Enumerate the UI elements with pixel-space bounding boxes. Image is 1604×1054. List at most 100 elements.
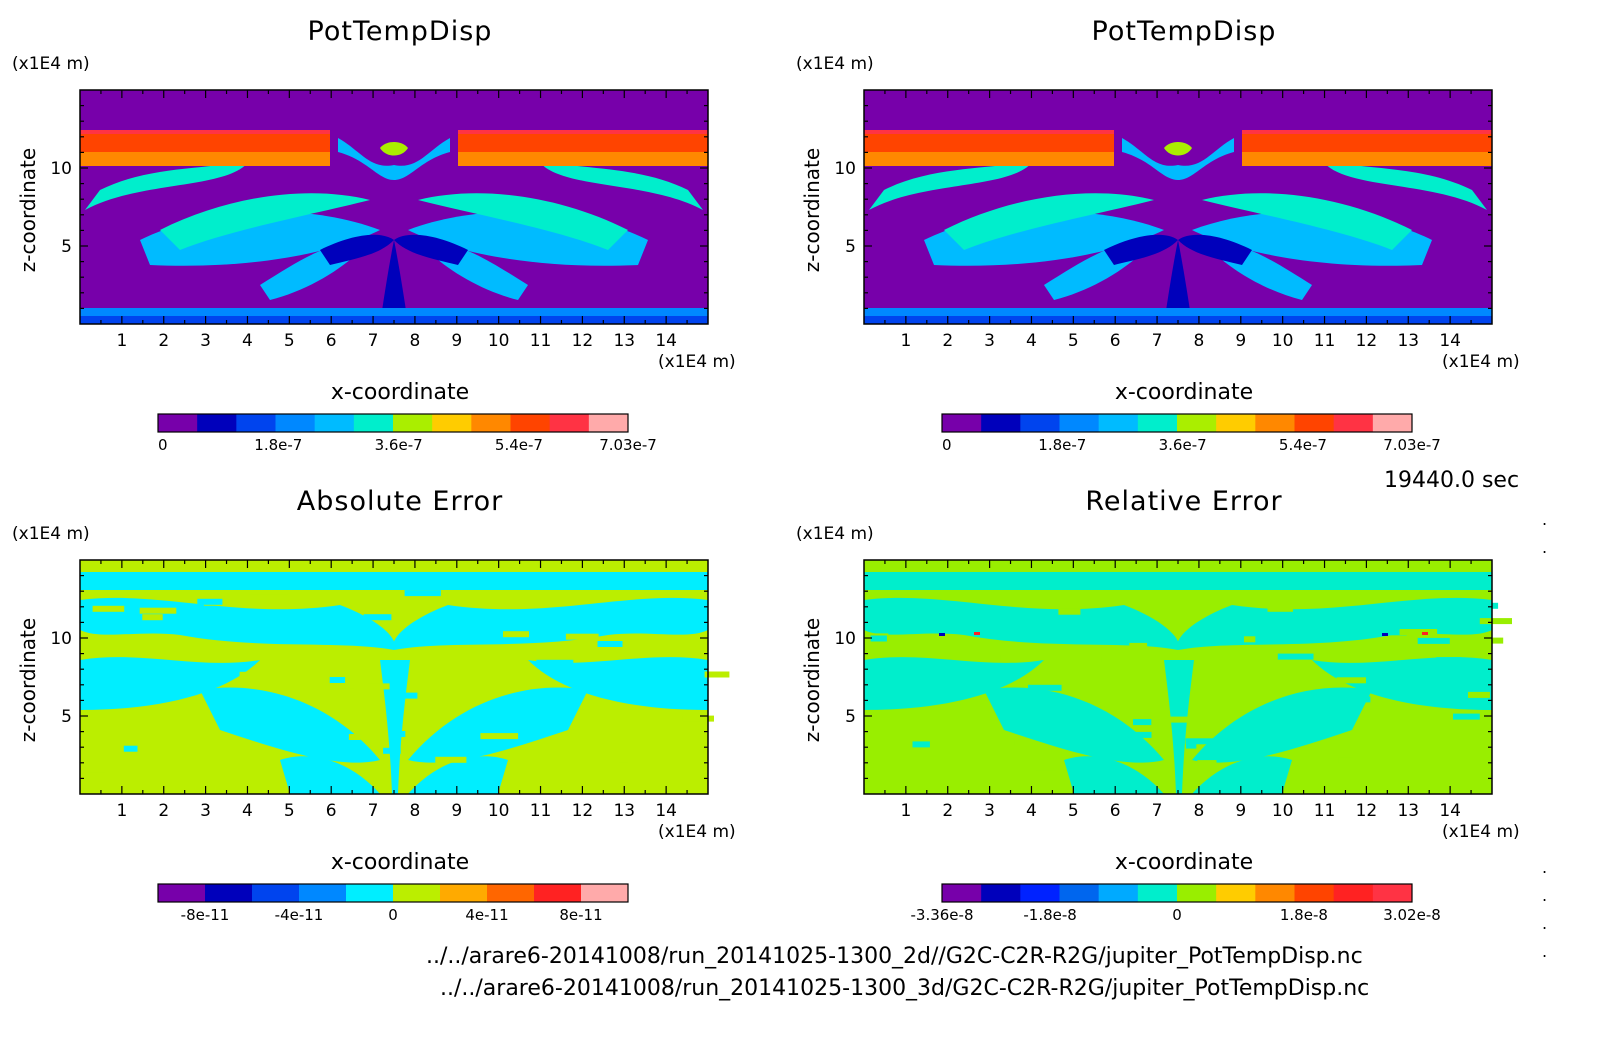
colorbar-tick-label: 3.6e-7 [375,436,423,454]
field-band [80,572,708,590]
field-speckle [336,682,355,689]
x-tick-label: 6 [326,331,337,351]
field-region [1322,160,1487,210]
field-speckle [123,745,138,752]
field-speckle [503,631,529,638]
y-tick-label: 10 [834,629,856,649]
x-tick-label: 11 [530,801,552,821]
field-speckle [877,607,904,614]
x-tick-label: 3 [984,331,995,351]
colorbar-segment [1098,884,1139,902]
field-speckle [124,617,159,624]
field-region [1192,687,1372,763]
x-tick-label: 5 [1068,801,1079,821]
field-region [80,657,260,710]
field-speckle [1470,602,1499,609]
field-region [528,657,708,710]
colorbar-segment [314,414,355,432]
x-tick-label: 1 [900,331,911,351]
x-unit-label: (x1E4 m) [658,822,736,842]
x-tick-label: 11 [530,331,552,351]
colorbar-segment [534,884,582,902]
colorbar-tick-label: 1.8e-7 [254,436,302,454]
field-group [80,90,708,324]
x-tick-label: 3 [984,801,995,821]
field-group [80,560,730,794]
field-speckle [1029,706,1052,713]
x-tick-label: 12 [572,331,594,351]
field-region [1164,240,1192,324]
x-tick-label: 1 [116,331,127,351]
field-region [338,138,450,180]
field-speckle [1479,618,1512,625]
colorbar-segment [1020,884,1060,902]
field-speckle [480,733,519,740]
field-speckle [142,614,163,621]
chart-title: PotTempDisp [1091,16,1277,47]
field-speckle [565,633,599,640]
x-tick-label: 9 [451,331,462,351]
field-speckle [536,659,574,666]
x-tick-label: 8 [410,331,421,351]
x-tick-label: 9 [1235,801,1246,821]
x-tick-label: 1 [116,801,127,821]
field-speckle [1260,710,1279,716]
y-tick-label: 10 [834,159,856,179]
field-region [392,597,708,650]
field-region [1176,597,1492,650]
x-tick-label: 4 [1026,801,1037,821]
colorbar-segment [1255,414,1295,432]
colorbar-tick-label: 1.8e-8 [1280,906,1328,924]
field-speckle [1244,636,1256,643]
field-speckle [1417,637,1450,644]
y-tick-label: 10 [50,159,72,179]
y-unit-label: (x1E4 m) [796,524,874,544]
colorbar-tick-label: 3.02e-8 [1383,906,1441,924]
colorbar-segment [942,414,982,432]
field-bottom-band [864,308,1492,316]
dot-marker: . [1542,538,1548,557]
file-path-2d: ../../arare6-20141008/run_20141025-1300_… [426,944,1363,969]
x-tick-label: 9 [1235,331,1246,351]
x-tick-label: 14 [655,801,677,821]
field-region [408,756,508,794]
field-group [864,560,1512,794]
field-speckle [115,750,130,757]
colorbar-tick-label: 5.4e-7 [495,436,543,454]
field-speckle [939,633,945,636]
field-region [1164,660,1194,794]
colorbar-segment [549,414,590,432]
field-speckle [1267,605,1293,612]
x-tick-label: 10 [488,331,510,351]
colorbar-segment [393,884,441,902]
colorbar-segment [981,884,1021,902]
field-speckle [1014,739,1028,746]
field-region [418,193,628,250]
field-region [944,193,1154,250]
x-tick-label: 2 [942,801,953,821]
field-speckle [213,607,230,614]
field-speckle [1035,764,1056,771]
x-tick-label: 2 [158,801,169,821]
colorbar-segment [158,414,198,432]
dot-marker: . [1542,942,1548,961]
colorbar-tick-label: 1.8e-7 [1038,436,1086,454]
field-region [85,160,250,210]
field-speckle [1028,684,1062,691]
x-tick-label: 7 [368,801,379,821]
y-unit-label: (x1E4 m) [12,54,90,74]
x-tick-label: 7 [1152,331,1163,351]
colorbar-segment [1216,414,1256,432]
x-tick-label: 10 [1272,801,1294,821]
colorbar-segment [346,884,394,902]
field-speckle [1382,633,1388,636]
field-speckle [1468,637,1504,644]
field-speckle [1245,653,1266,660]
field-speckle [446,678,457,684]
colorbar-segment [471,414,511,432]
field-region [394,234,468,265]
chart-title: Relative Error [1085,486,1283,517]
colorbar-tick-label: 0 [1172,906,1182,924]
field-speckle [1332,694,1369,701]
